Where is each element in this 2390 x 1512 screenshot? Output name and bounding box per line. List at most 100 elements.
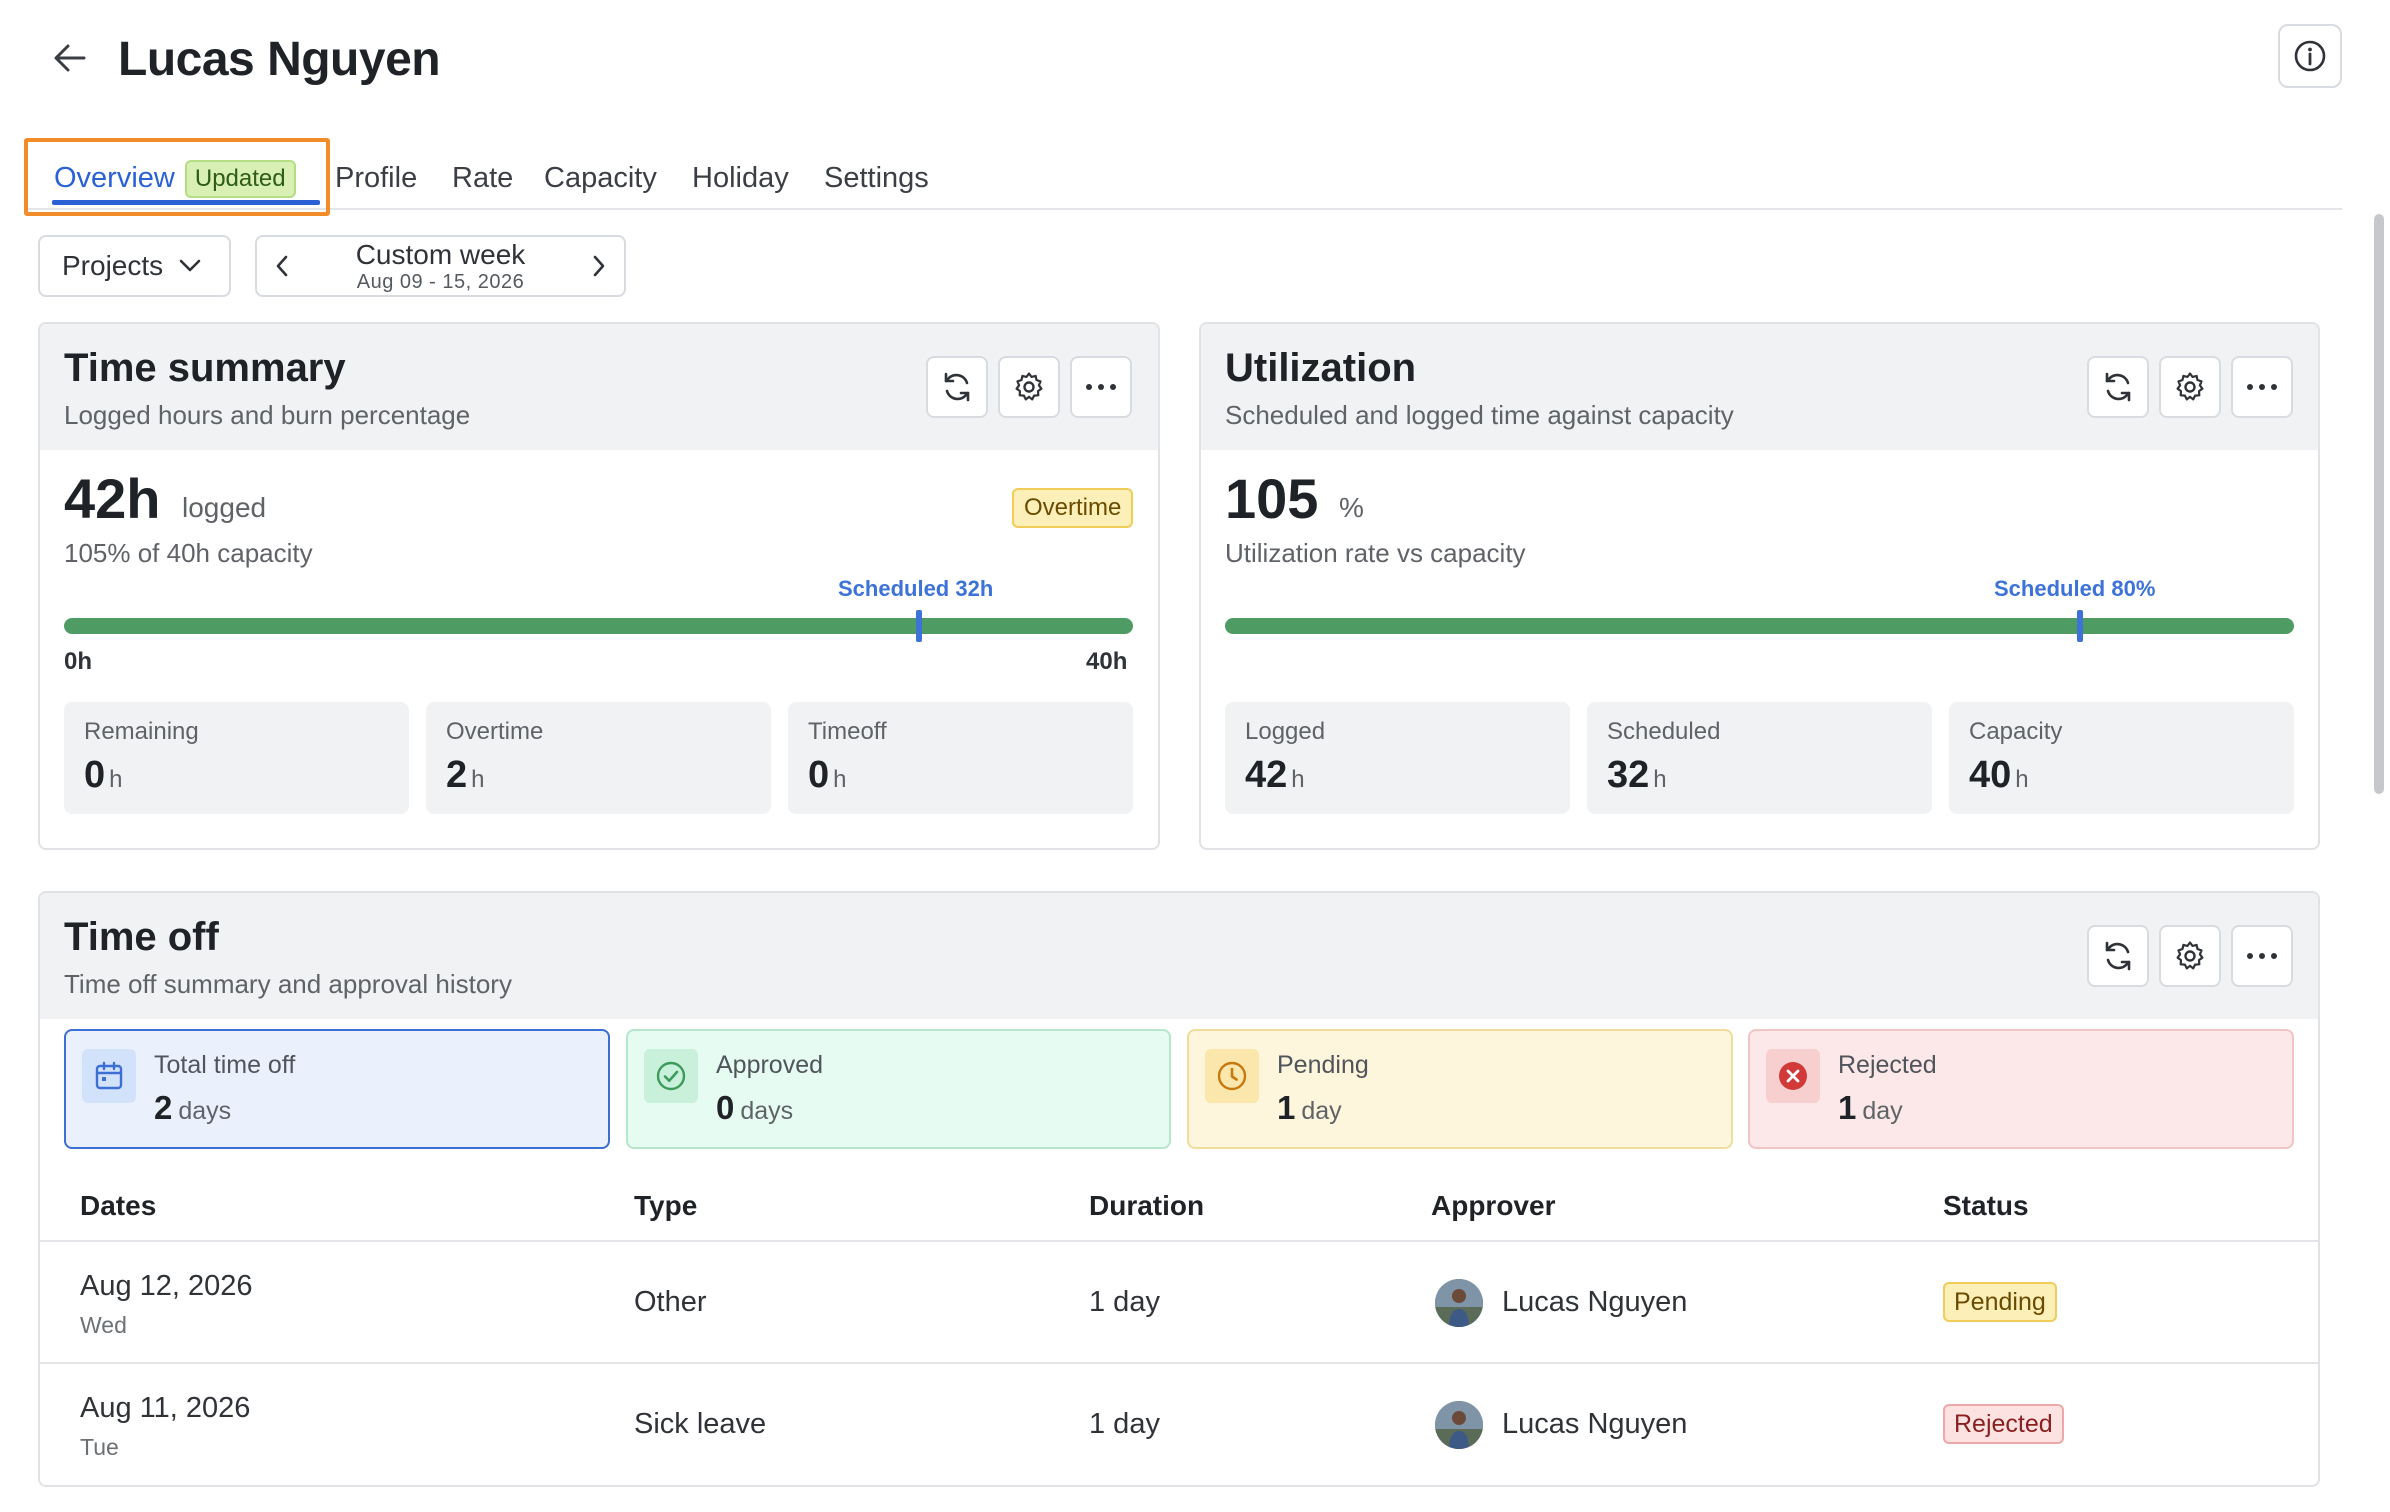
utilization-progress-bar <box>1225 618 2294 634</box>
card-subtitle: Time off summary and approval history <box>64 969 512 999</box>
stat-logged: Logged 42 h <box>1225 702 1570 814</box>
stat-scheduled: Scheduled 32 h <box>1587 702 1932 814</box>
logged-hours-unit: logged <box>182 492 267 523</box>
previous-week-button[interactable] <box>257 237 307 295</box>
tab-capacity[interactable]: Capacity <box>544 162 657 194</box>
column-header-approver[interactable]: Approver <box>1431 1190 1556 1221</box>
avatar <box>1435 1279 1483 1327</box>
card-title: Time summary <box>64 346 346 390</box>
settings-button[interactable] <box>998 356 1060 418</box>
weekday-cell: Tue <box>80 1434 119 1460</box>
stat-value: 32 h <box>1607 754 1667 796</box>
scheduled-marker-label: Scheduled 80% <box>1994 576 2156 601</box>
gear-icon <box>1015 372 1043 401</box>
tab-focus-highlight <box>24 138 330 216</box>
updated-badge: Updated <box>184 160 296 199</box>
more-horizontal-icon <box>2247 384 2277 390</box>
chevron-left-icon <box>276 255 288 277</box>
utilization-header: Utilization Scheduled and logged time ag… <box>1201 324 2318 450</box>
settings-button[interactable] <box>2159 925 2221 987</box>
scheduled-marker <box>916 610 923 642</box>
refresh-button[interactable] <box>2087 925 2149 987</box>
bar-min-label: 0h <box>64 648 93 675</box>
duration-cell: 1 day <box>1089 1286 1160 1318</box>
summary-pending[interactable]: Pending 1 day <box>1187 1029 1733 1149</box>
time-off-card: Time off Time off summary and approval h… <box>38 891 2320 1487</box>
card-actions <box>2087 356 2293 418</box>
arrow-left-icon <box>54 44 86 72</box>
duration-cell: 1 day <box>1089 1408 1160 1440</box>
date-cell: Aug 11, 2026 <box>80 1392 251 1424</box>
info-icon <box>2294 40 2326 72</box>
more-button[interactable] <box>2231 925 2293 987</box>
avatar <box>1435 1401 1483 1449</box>
refresh-icon <box>944 372 970 402</box>
vertical-scrollbar[interactable] <box>2374 214 2384 794</box>
refresh-button[interactable] <box>926 356 988 418</box>
week-range: Aug 09 - 15, 2026 <box>356 271 525 293</box>
stat-label: Timeoff <box>808 718 887 745</box>
tab-rate[interactable]: Rate <box>452 162 514 194</box>
more-button[interactable] <box>1070 356 1132 418</box>
calendar-icon <box>82 1049 136 1103</box>
card-actions <box>926 356 1132 418</box>
card-subtitle: Logged hours and burn percentage <box>64 400 471 430</box>
week-title: Custom week <box>355 239 526 270</box>
tab-overview[interactable]: Overview Updated <box>54 158 296 202</box>
tab-holiday[interactable]: Holiday <box>692 162 789 194</box>
summary-approved[interactable]: Approved 0 days <box>626 1029 1171 1149</box>
group-by-label: Projects <box>62 250 164 281</box>
chevron-right-icon <box>593 255 605 277</box>
stat-value: 42 h <box>1245 754 1305 796</box>
utilization-unit: % <box>1339 492 1364 523</box>
tab-profile[interactable]: Profile <box>335 162 418 194</box>
column-header-dates[interactable]: Dates <box>80 1190 157 1221</box>
week-navigator: Custom week Aug 09 - 15, 2026 <box>255 235 626 297</box>
type-cell: Other <box>634 1286 707 1318</box>
time-summary-header: Time summary Logged hours and burn perce… <box>40 324 1158 450</box>
gear-icon <box>2176 372 2204 401</box>
week-range-picker[interactable]: Custom week Aug 09 - 15, 2026 <box>307 239 574 293</box>
stat-label: Capacity <box>1969 718 2063 745</box>
approver-cell: Lucas Nguyen <box>1502 1408 1688 1440</box>
clock-icon <box>1205 1049 1259 1103</box>
more-horizontal-icon <box>2247 953 2277 959</box>
summary-value: 1 day <box>1838 1089 1903 1126</box>
refresh-icon <box>2105 941 2131 971</box>
summary-value: 2 days <box>154 1089 232 1126</box>
active-tab-indicator <box>52 200 320 205</box>
page-title: Lucas Nguyen <box>118 33 441 86</box>
summary-label: Approved <box>716 1051 824 1079</box>
status-badge: Rejected <box>1943 1404 2064 1444</box>
back-button[interactable] <box>48 36 92 80</box>
column-header-duration[interactable]: Duration <box>1089 1190 1205 1221</box>
summary-value: 1 day <box>1277 1089 1342 1126</box>
tab-settings[interactable]: Settings <box>824 162 929 194</box>
status-badge: Pending <box>1943 1282 2057 1322</box>
table-divider <box>40 1240 2318 1242</box>
card-title: Time off <box>64 915 219 959</box>
refresh-button[interactable] <box>2087 356 2149 418</box>
info-button[interactable] <box>2278 24 2342 88</box>
group-by-dropdown[interactable]: Projects <box>38 235 231 297</box>
stat-label: Remaining <box>84 718 199 745</box>
summary-label: Rejected <box>1838 1051 1937 1079</box>
summary-rejected[interactable]: Rejected 1 day <box>1748 1029 2294 1149</box>
tab-bar: Overview Updated Profile Rate Capacity Ho… <box>24 138 2342 216</box>
scheduled-marker-label: Scheduled 32h <box>838 576 994 601</box>
column-header-type[interactable]: Type <box>634 1190 698 1221</box>
summary-total-time-off[interactable]: Total time off 2 days <box>64 1029 610 1149</box>
next-week-button[interactable] <box>574 237 624 295</box>
more-button[interactable] <box>2231 356 2293 418</box>
time-progress-bar <box>64 618 1133 634</box>
settings-button[interactable] <box>2159 356 2221 418</box>
card-actions <box>2087 925 2293 987</box>
table-divider <box>40 1362 2318 1364</box>
overtime-badge: Overtime <box>1012 488 1134 528</box>
summary-label: Total time off <box>154 1051 296 1079</box>
column-header-status[interactable]: Status <box>1943 1190 2029 1221</box>
logged-hours-value: 42h <box>64 467 161 530</box>
